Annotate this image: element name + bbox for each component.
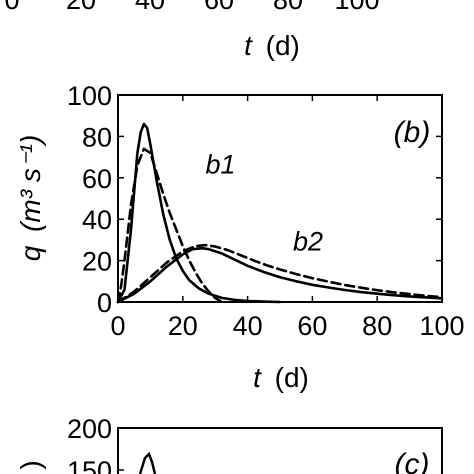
top-panel-xticks: 0 20 40 60 80 100 (4, 0, 379, 15)
y-tick-label: 20 (82, 247, 112, 277)
x-axis-label: t (d) (253, 362, 309, 393)
y-tick-label: 0 (97, 288, 112, 318)
top-xtick-label: 60 (204, 0, 234, 15)
top-xtick-label: 40 (135, 0, 165, 15)
panel-label: (b) (394, 116, 431, 149)
series-line-3-solid (116, 246, 444, 304)
series-line-4-dashed (116, 243, 444, 304)
x-tick-label: 20 (168, 311, 198, 341)
x-tick-labels: 0 20 40 60 80 100 (110, 311, 464, 341)
x-tick-label: 0 (110, 311, 125, 341)
y-tick-label: 100 (67, 81, 112, 111)
x-tick-label: 100 (419, 311, 464, 341)
y-tick-labels: 0 20 40 60 80 100 (67, 81, 112, 318)
panel-c-label: (c) (395, 448, 430, 474)
top-xtick-label: 0 (4, 0, 19, 15)
y-tick-label: 60 (82, 164, 112, 194)
x-tick-label: 80 (362, 311, 392, 341)
panel-c-ylabel-fragment: ) (15, 460, 46, 469)
chart-panel-b: 0 20 40 60 80 100 0 20 40 60 80 100 b1 b2 (b) q (m… (15, 81, 465, 393)
top-xtick-label: 80 (273, 0, 303, 15)
panel-c-curve-peak (138, 451, 157, 474)
annotation-b1: b1 (205, 150, 235, 180)
series-group (116, 122, 444, 304)
x-tick-label: 40 (233, 311, 263, 341)
annotation-b2: b2 (293, 226, 323, 256)
y-axis-label: q (m³ s⁻¹) (15, 135, 46, 262)
top-xtick-label: 100 (334, 0, 379, 15)
top-panel-fragment: 0 20 40 60 80 100 t (d) (4, 0, 379, 61)
series-line-2-dashed (116, 147, 223, 304)
top-xlabel: t (d) (244, 30, 300, 61)
panel-c-ytick-label: 150 (67, 456, 112, 474)
x-tick-label: 60 (297, 311, 327, 341)
panel-c-ytick-label: 200 (67, 414, 112, 444)
y-tick-label: 40 (82, 205, 112, 235)
panel-c-frame (117, 427, 443, 474)
panel-c-fragment: 200 150 (c) ) (15, 414, 443, 474)
top-xtick-label: 20 (66, 0, 96, 15)
y-tick-label: 80 (82, 122, 112, 152)
series-line-1-solid (116, 122, 282, 304)
